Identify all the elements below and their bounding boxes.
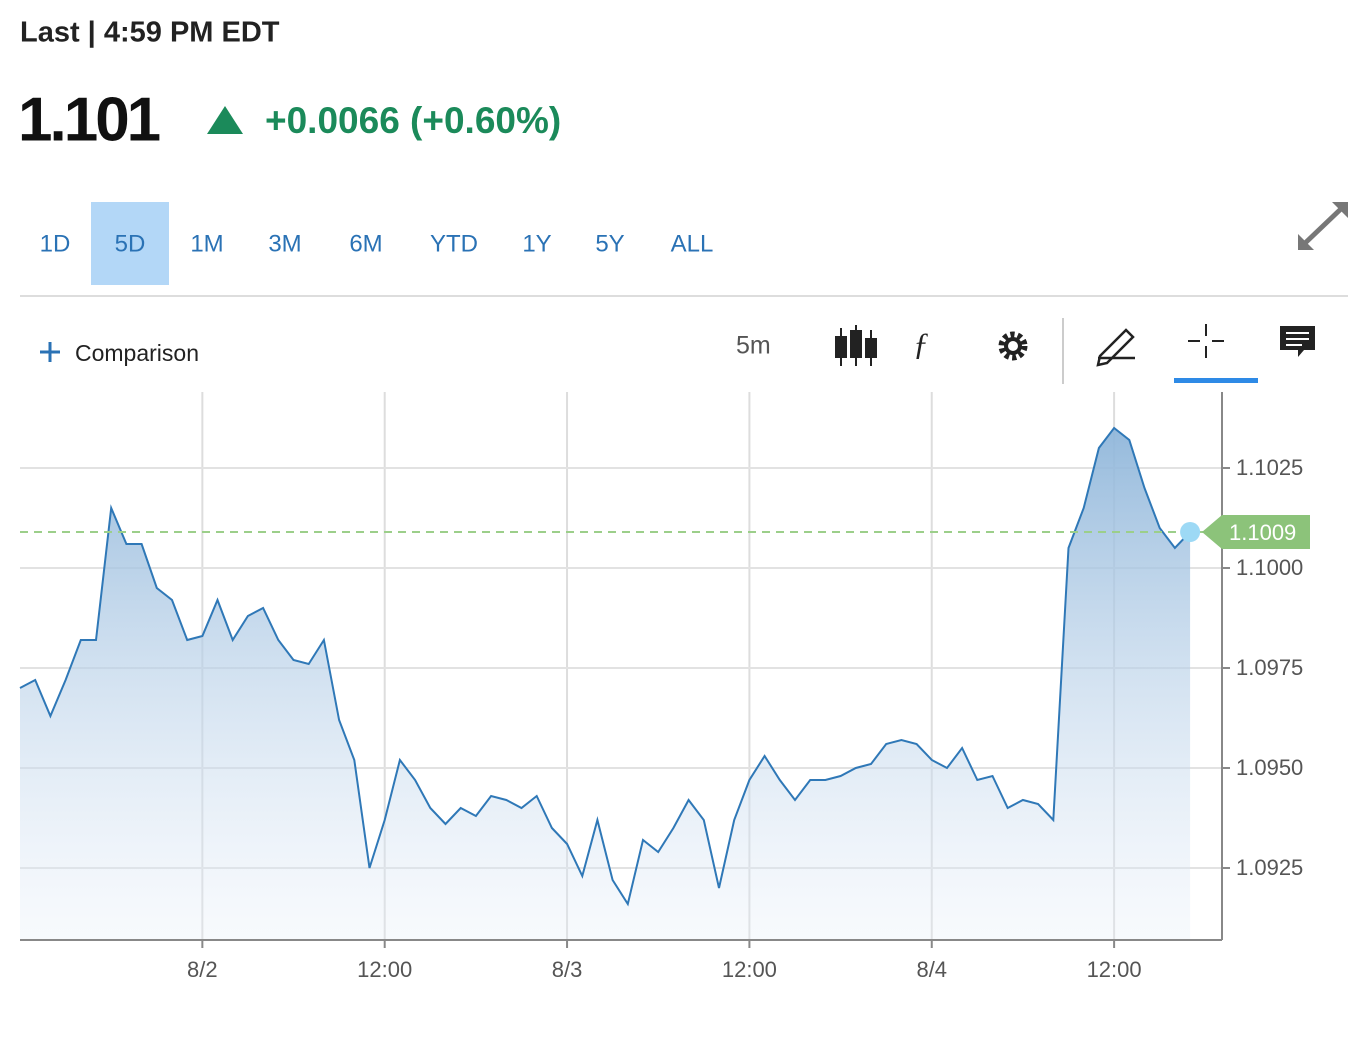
- draw-icon[interactable]: [1096, 328, 1135, 367]
- x-tick-label: 8/4: [916, 957, 947, 982]
- range-tabs: 1D 5D 1M 3M 6M YTD 1Y 5Y ALL: [40, 202, 714, 285]
- status: Last | 4:59 PM EDT: [20, 17, 280, 49]
- x-tick-label: 8/3: [552, 957, 583, 982]
- y-tick-label: 1.0975: [1236, 655, 1303, 680]
- range-tab[interactable]: 5Y: [595, 230, 624, 257]
- last-price-label: 1.1009: [1229, 520, 1296, 545]
- comparison-button[interactable]: Comparison: [40, 340, 199, 366]
- notes-icon[interactable]: [1280, 326, 1315, 357]
- area-fill: [20, 428, 1191, 940]
- x-tick-label: 12:00: [1087, 957, 1142, 982]
- active-tab-underline: [1174, 378, 1258, 383]
- x-tick-label: 8/2: [187, 957, 218, 982]
- range-selected-bg: [91, 202, 169, 285]
- range-tab[interactable]: 5D: [115, 230, 146, 257]
- y-tick-label: 1.0925: [1236, 855, 1303, 880]
- plot: 8/2 12:00 8/3 12:00 8/4 12:00 1.0925 1.0950 1.09…: [19, 392, 1310, 982]
- last-point: [1180, 522, 1201, 542]
- y-tick-label: 1.1000: [1236, 555, 1303, 580]
- settings-icon[interactable]: [998, 331, 1028, 361]
- range-tab[interactable]: 1D: [40, 230, 71, 257]
- price-line: [19, 426, 1191, 907]
- range-tab[interactable]: 1M: [190, 230, 223, 257]
- crosshair-icon[interactable]: [1188, 324, 1224, 358]
- range-tab[interactable]: 3M: [268, 230, 301, 257]
- range-tab[interactable]: 6M: [349, 230, 382, 257]
- x-tick-label: 12:00: [357, 957, 412, 982]
- up-arrow: [207, 106, 243, 134]
- price: 1.101: [18, 85, 160, 154]
- expand-icon[interactable]: [1298, 202, 1348, 250]
- range-tab[interactable]: 1Y: [522, 230, 551, 257]
- range-tab[interactable]: YTD: [430, 230, 478, 257]
- interval[interactable]: 5m: [736, 332, 771, 360]
- x-tick-label: 12:00: [722, 957, 777, 982]
- y-tick-label: 1.1025: [1236, 455, 1303, 480]
- last-price-tag: [1202, 515, 1310, 549]
- indicators-icon[interactable]: ƒ: [913, 325, 929, 361]
- comparison-label: Comparison: [75, 340, 199, 366]
- change: +0.0066 (+0.60%): [265, 100, 561, 141]
- range-tab[interactable]: ALL: [671, 230, 714, 257]
- y-tick-label: 1.0950: [1236, 755, 1303, 780]
- candles-icon[interactable]: [835, 325, 877, 366]
